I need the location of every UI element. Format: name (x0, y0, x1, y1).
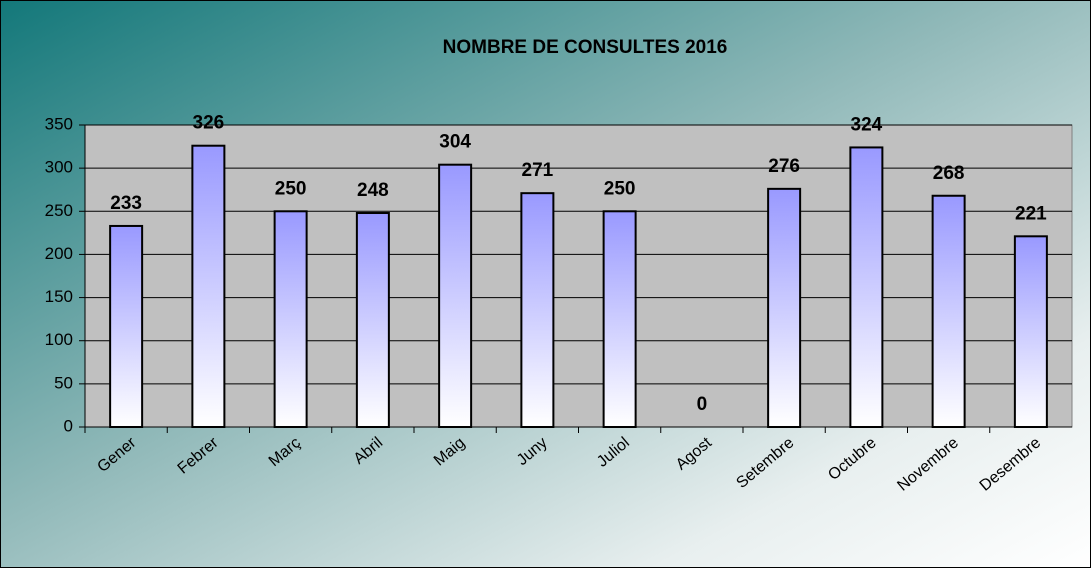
plot-area (84, 124, 1073, 428)
y-tick-label: 150 (45, 287, 73, 306)
bar (520, 192, 555, 428)
data-label: 271 (522, 160, 554, 181)
bar (191, 144, 226, 429)
bar (438, 163, 473, 428)
bar (273, 210, 308, 428)
data-label: 250 (604, 178, 636, 199)
data-label: 326 (193, 113, 225, 134)
data-label: 276 (768, 156, 800, 177)
y-tick-label: 200 (45, 244, 73, 263)
data-label: 250 (275, 178, 307, 199)
bar (355, 212, 390, 428)
bar (602, 210, 637, 428)
data-label: 268 (933, 163, 965, 184)
data-label: 304 (439, 132, 471, 153)
y-tick-label: 350 (45, 114, 73, 133)
data-label: 221 (1015, 203, 1047, 224)
y-tick-label: 250 (45, 201, 73, 220)
bar (1013, 235, 1048, 428)
chart-title: NOMBRE DE CONSULTES 2016 (443, 37, 728, 58)
bar (931, 194, 966, 428)
data-label: 248 (357, 180, 389, 201)
bar (849, 146, 884, 428)
data-label: 324 (851, 114, 883, 135)
bar (767, 187, 802, 428)
y-tick-label: 0 (64, 416, 73, 435)
y-tick-label: 300 (45, 158, 73, 177)
data-label: 0 (697, 394, 708, 415)
y-tick-label: 50 (54, 373, 73, 392)
y-tick-label: 100 (45, 330, 73, 349)
data-label: 233 (110, 193, 142, 214)
bar (109, 224, 144, 428)
